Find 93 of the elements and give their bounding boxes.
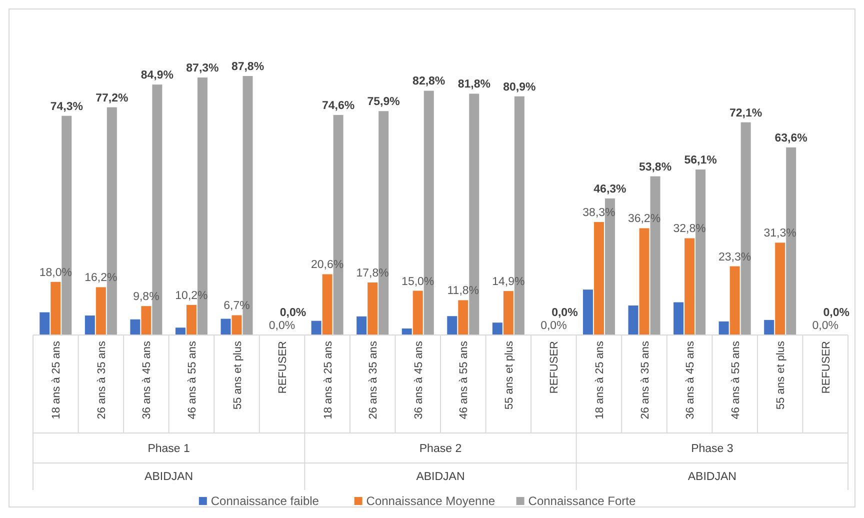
x-tick-label: 18 ans à 25 ans (594, 340, 606, 420)
data-label: 31,3% (764, 228, 796, 240)
bar (684, 238, 695, 335)
x-tick-label: REFUSER (820, 340, 832, 394)
bar (492, 322, 502, 335)
x-tick-label: 46 ans à 55 ans (186, 340, 198, 420)
bar (503, 291, 514, 335)
x-tick-label: REFUSER (277, 340, 290, 394)
data-label: 14,9% (492, 276, 525, 288)
bar (130, 319, 140, 335)
text: ABIDJAN (688, 471, 736, 483)
data-label: 53,8% (638, 161, 672, 174)
bar (764, 320, 774, 335)
data-label: 38,3% (582, 207, 616, 220)
bar (50, 282, 61, 335)
data-label: 6,7% (224, 300, 250, 312)
bar (96, 287, 106, 335)
bar (674, 302, 684, 335)
bar (40, 312, 50, 335)
data-label: 32,8% (673, 223, 706, 236)
x-tick-label: 36 ans à 45 ans (684, 340, 697, 420)
x-tick-label: 18 ans à 25 ans (322, 340, 334, 420)
bar (628, 306, 638, 335)
data-label: 87,8% (231, 61, 264, 73)
data-label: 17,8% (356, 267, 389, 280)
data-label: 84,9% (140, 70, 174, 82)
data-label: 0,0% (268, 320, 296, 332)
data-label: 0,0% (540, 320, 567, 332)
data-label: 18,0% (39, 266, 72, 279)
data-label: 0,0% (552, 307, 578, 319)
bar (639, 228, 650, 335)
bar (141, 306, 152, 335)
data-label: 11,8% (447, 285, 480, 298)
data-label: 72,1% (730, 107, 762, 120)
x-tick-label: 26 ans à 35 ans (96, 340, 108, 420)
bar (775, 242, 786, 335)
bar (84, 316, 95, 335)
x-tick-label: 36 ans à 45 ans (412, 340, 425, 420)
data-label: 87,3% (186, 62, 219, 74)
x-tick-label: 55 ans et plus (503, 340, 516, 410)
x-tick-label: 36 ans à 45 ans (141, 340, 154, 420)
legend-label: Connaissance Forte (528, 494, 636, 508)
data-label: 9,8% (133, 291, 160, 304)
bar (458, 300, 468, 335)
text: ABIDJAN (416, 471, 465, 483)
data-label: 80,9% (503, 81, 536, 94)
bar (718, 321, 729, 335)
text: Phase 2 (419, 443, 462, 455)
data-label: 36,2% (628, 213, 661, 226)
text: Phase 3 (691, 443, 734, 455)
bar (186, 304, 196, 335)
data-label: 75,9% (367, 96, 400, 108)
bar (368, 282, 378, 335)
x-tick-label: 46 ans à 55 ans (458, 340, 470, 420)
data-label: 46,3% (594, 183, 626, 196)
text: Phase 1 (148, 443, 190, 455)
data-label: 74,3% (50, 100, 83, 113)
data-label: 20,6% (311, 259, 344, 272)
x-tick-label: 26 ans à 35 ans (368, 340, 380, 420)
bar (594, 222, 604, 335)
legend-label: Connaissance Moyenne (366, 494, 496, 508)
x-tick-label: 55 ans et plus (232, 340, 244, 410)
data-label: 63,6% (774, 132, 808, 144)
bar (447, 316, 458, 335)
data-label: 82,8% (412, 76, 446, 88)
data-label: 23,3% (718, 251, 752, 264)
x-tick-label: 55 ans et plus (775, 340, 788, 410)
data-label: 56,1% (684, 154, 717, 167)
legend-label: Connaissance faible (210, 494, 320, 508)
data-label: 16,2% (84, 272, 118, 284)
bar (175, 328, 186, 335)
data-label: 0,0% (812, 320, 838, 332)
bar (356, 316, 367, 335)
data-label: 0,0% (280, 307, 306, 319)
text: ABIDJAN (144, 471, 194, 483)
data-label: 81,8% (458, 78, 490, 91)
bar (322, 274, 332, 335)
bar (412, 290, 423, 335)
x-tick-label: REFUSER (548, 340, 561, 394)
data-label: 0,0% (823, 307, 850, 319)
x-tick-label: 46 ans à 55 ans (730, 340, 742, 420)
bar (232, 315, 242, 335)
x-tick-label: 18 ans à 25 ans (50, 340, 63, 420)
data-label: 15,0% (402, 276, 434, 288)
bar (311, 320, 322, 335)
data-label: 74,6% (322, 100, 355, 112)
bar (582, 290, 593, 335)
bar (730, 266, 740, 335)
x-tick-label: 26 ans à 35 ans (639, 340, 652, 420)
data-label: 10,2% (175, 290, 208, 302)
data-label: 77,2% (96, 92, 128, 104)
bar (402, 328, 412, 335)
bar (220, 318, 231, 335)
